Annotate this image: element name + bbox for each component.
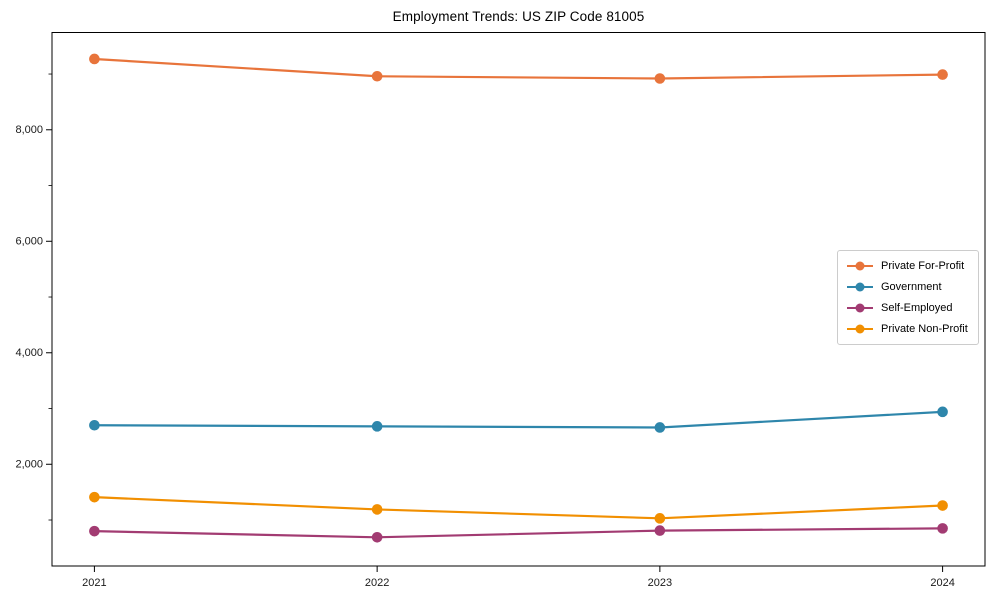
series-private-non-profit bbox=[89, 491, 948, 524]
legend-marker-icon bbox=[847, 261, 873, 271]
series-government bbox=[89, 406, 948, 433]
legend-item-self-employed: Self-Employed bbox=[847, 299, 969, 317]
y-axis: 2,000 4,000 6,000 8,000 bbox=[15, 73, 52, 521]
data-point-self-employed bbox=[89, 525, 100, 537]
legend-item-private-for-profit: Private For-Profit bbox=[847, 257, 969, 275]
y-tick-label: 2,000 bbox=[15, 458, 43, 470]
series-line-private-non-profit bbox=[93, 496, 944, 520]
data-point-private-non-profit bbox=[654, 513, 666, 524]
chart-legend: Private For-Profit Government Self-Employe… bbox=[837, 250, 979, 345]
legend-label: Self-Employed bbox=[881, 302, 953, 315]
data-point-private-for-profit bbox=[654, 73, 666, 84]
legend-item-private-non-profit: Private Non-Profit bbox=[847, 320, 969, 338]
legend-label: Private For-Profit bbox=[881, 259, 965, 272]
y-tick-label: 6,000 bbox=[15, 235, 43, 247]
data-point-self-employed bbox=[371, 531, 383, 543]
series-line-government bbox=[93, 410, 944, 429]
y-tick-label: 4,000 bbox=[15, 347, 43, 359]
series-private-for-profit bbox=[89, 53, 948, 84]
legend-marker-icon bbox=[847, 324, 873, 334]
series-line-self-employed bbox=[93, 527, 944, 539]
chart-title: Employment Trends: US ZIP Code 81005 bbox=[392, 9, 645, 24]
data-point-private-for-profit bbox=[89, 53, 100, 65]
data-point-government bbox=[654, 422, 666, 433]
x-tick-label: 2023 bbox=[648, 577, 672, 589]
legend-dot-icon bbox=[855, 303, 865, 313]
legend-dot-icon bbox=[855, 324, 865, 334]
data-point-private-for-profit bbox=[371, 70, 383, 82]
x-axis: 2021 2022 2023 2024 bbox=[82, 566, 955, 589]
data-point-self-employed bbox=[937, 523, 948, 534]
data-point-private-non-profit bbox=[371, 504, 383, 515]
legend-marker-icon bbox=[847, 303, 873, 313]
x-tick-label: 2022 bbox=[365, 577, 389, 589]
legend-label: Government bbox=[881, 280, 942, 293]
plot-frame bbox=[51, 32, 986, 567]
legend-dot-icon bbox=[855, 261, 865, 271]
legend-dot-icon bbox=[855, 282, 865, 292]
data-point-government bbox=[89, 419, 100, 431]
data-point-private-for-profit bbox=[937, 69, 948, 80]
x-tick-label: 2021 bbox=[82, 577, 106, 589]
legend-label: Private Non-Profit bbox=[881, 323, 968, 336]
y-tick-label: 8,000 bbox=[15, 124, 43, 136]
x-tick-label: 2024 bbox=[930, 577, 954, 589]
legend-item-government: Government bbox=[847, 278, 969, 296]
data-point-government bbox=[937, 406, 948, 418]
data-point-private-non-profit bbox=[89, 491, 100, 503]
series-line-private-for-profit bbox=[93, 57, 944, 80]
legend-marker-icon bbox=[847, 282, 873, 292]
data-point-private-non-profit bbox=[937, 500, 948, 511]
data-point-self-employed bbox=[654, 525, 666, 536]
data-point-government bbox=[371, 421, 383, 432]
series-self-employed bbox=[89, 523, 948, 543]
